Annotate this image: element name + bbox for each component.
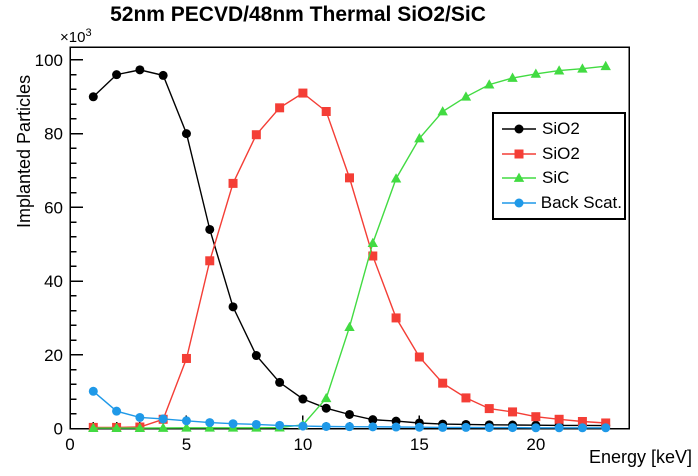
svg-text:40: 40	[44, 272, 63, 291]
svg-text:0: 0	[65, 435, 74, 454]
x-axis-title: Energy [keV]	[588, 447, 692, 467]
legend-entry: SiO2	[501, 144, 622, 164]
square-marker-icon	[502, 149, 536, 159]
legend-entry-label: SiO2	[542, 143, 580, 163]
svg-text:20: 20	[526, 435, 545, 454]
svg-text:0: 0	[54, 420, 63, 439]
svg-text:10: 10	[293, 435, 312, 454]
legend: SiO2 SiO2 SiC Back Scat.	[492, 112, 626, 220]
svg-text:100: 100	[35, 51, 63, 70]
circle-marker-icon	[502, 198, 536, 208]
svg-text:60: 60	[44, 198, 63, 217]
svg-text:15: 15	[410, 435, 429, 454]
legend-entry-label: Back Scat.	[540, 192, 622, 212]
legend-entry: SiO2	[501, 119, 622, 139]
y-axis-exponent-power: 3	[85, 27, 92, 39]
series-3-back-scat-	[88, 386, 611, 433]
circle-marker-icon	[502, 124, 536, 134]
y-axis-ticks	[70, 59, 83, 415]
chart-title: 52nm PECVD/48nm Thermal SiO2/SiC	[110, 3, 486, 26]
svg-text:5: 5	[182, 435, 191, 454]
legend-entry-label: SiC	[542, 168, 570, 188]
svg-text:80: 80	[44, 125, 63, 144]
y-axis-tick-labels: 0 20 40 60 80 100	[35, 51, 63, 439]
legend-entry: Back Scat.	[501, 193, 622, 213]
plot-frame	[69, 46, 630, 430]
triangle-marker-icon	[502, 172, 536, 183]
y-axis-exponent: ×103	[60, 27, 92, 46]
legend-entry: SiC	[501, 168, 622, 188]
svg-text:20: 20	[44, 346, 63, 365]
x-axis-tick-labels: 0 5 10 15 20	[65, 435, 545, 454]
y-axis-exponent-base: ×10	[60, 29, 86, 46]
legend-entry-label: SiO2	[542, 119, 580, 139]
